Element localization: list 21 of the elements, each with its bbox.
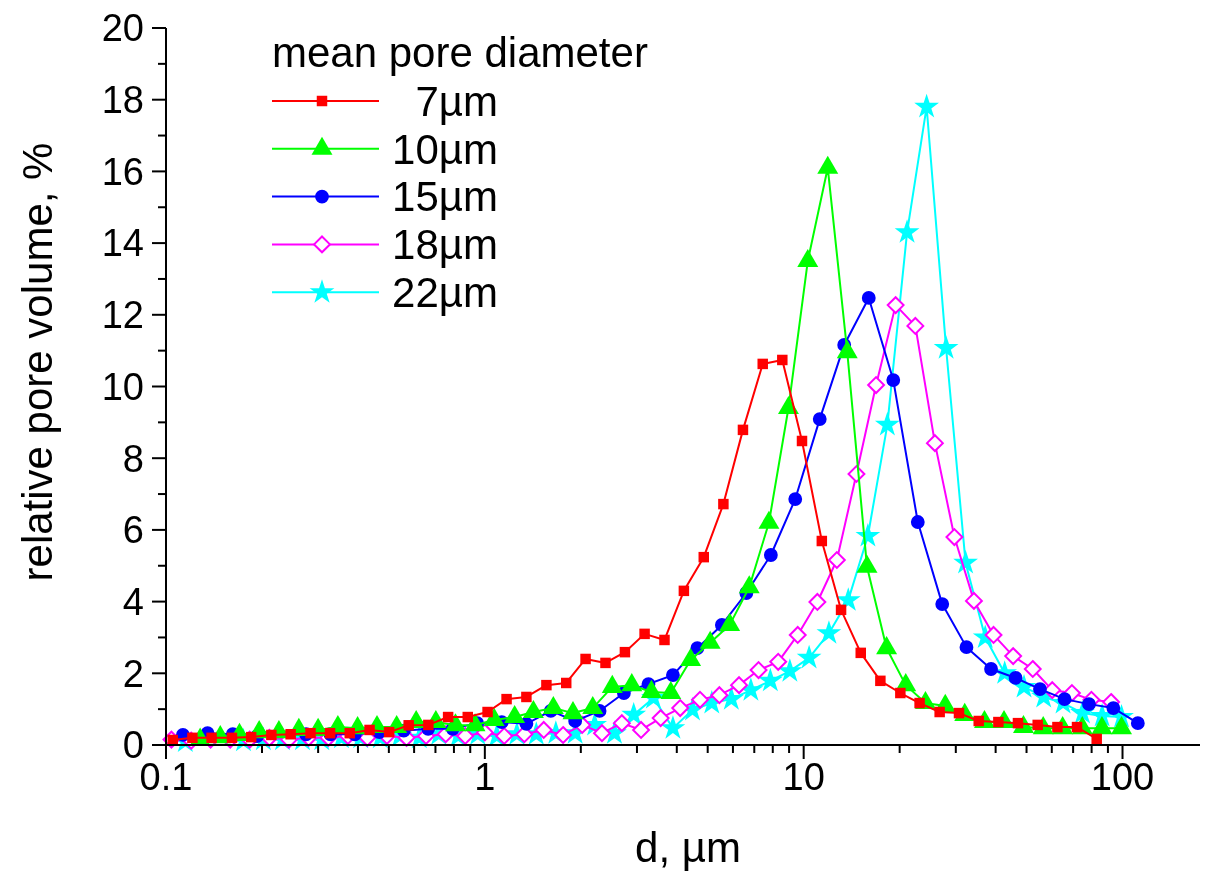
- y-axis-title: relative pore volume, %: [14, 142, 61, 582]
- y-tick-label: 10: [101, 365, 144, 408]
- x-tick-label: 1: [474, 756, 496, 798]
- x-axis-title: d, µm: [635, 824, 741, 871]
- legend-label: 22µm: [392, 268, 498, 316]
- legend-title: mean pore diameter: [272, 29, 648, 76]
- legend-label: 7µm: [415, 77, 498, 125]
- y-tick-label: 8: [122, 437, 144, 480]
- y-tick-label: 20: [101, 7, 144, 50]
- legend-label: 10µm: [392, 125, 498, 173]
- y-tick-label: 14: [101, 222, 144, 265]
- legend-label: 18µm: [392, 221, 498, 269]
- y-tick-label: 6: [122, 509, 144, 552]
- x-tick-label: 100: [1090, 756, 1155, 798]
- y-tick-label: 18: [101, 79, 144, 121]
- x-tick-label: 10: [782, 756, 825, 798]
- y-tick-label: 16: [101, 150, 144, 193]
- legend-label: 15µm: [392, 173, 498, 221]
- y-tick-label: 2: [122, 652, 144, 695]
- y-tick-label: 4: [122, 580, 144, 623]
- y-tick-label: 12: [101, 294, 144, 337]
